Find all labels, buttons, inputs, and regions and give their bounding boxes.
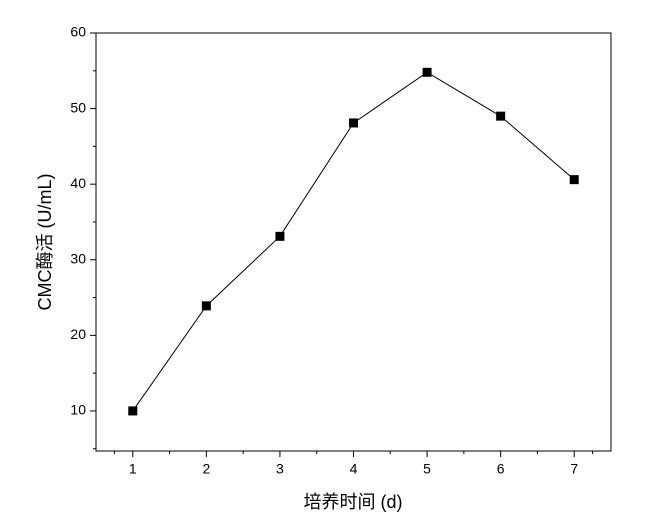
x-tick-label: 1 [129,461,137,477]
y-tick-label: 40 [70,175,86,191]
plot-frame [95,32,612,452]
y-tick-label: 10 [70,402,86,418]
y-tick-label: 20 [70,326,86,342]
data-point [349,118,358,128]
x-axis-title: 培养时间 (d) [304,492,403,512]
x-tick-label: 7 [570,461,578,477]
x-tick-label: 4 [350,461,358,477]
data-point [201,301,211,311]
y-axis-title: CMC酶活 (U/mL) [35,174,55,311]
data-point [128,406,138,416]
data-point [569,175,579,185]
data-point [496,111,506,121]
x-tick-label: 5 [423,461,431,477]
x-tick-label: 3 [276,461,284,477]
x-tick-label: 6 [497,461,505,477]
data-point [275,231,285,241]
data-point [422,67,432,77]
y-tick-label: 60 [70,24,86,40]
y-tick-label: 30 [70,250,86,266]
y-tick-label: 50 [70,99,86,115]
x-tick-label: 2 [202,461,210,477]
